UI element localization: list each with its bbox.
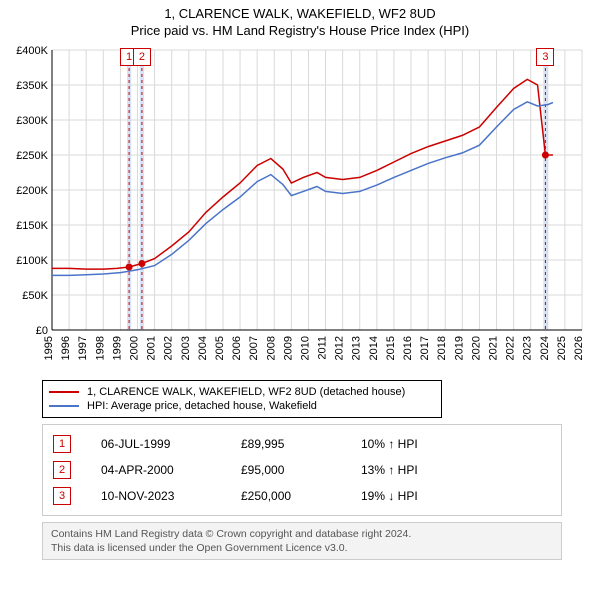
svg-text:£250K: £250K	[16, 150, 48, 162]
transactions-table: 1 06-JUL-1999 £89,995 10% ↑ HPI 2 04-APR…	[42, 424, 562, 516]
transaction-delta: 19% ↓ HPI	[361, 489, 481, 503]
svg-text:£50K: £50K	[22, 290, 48, 302]
svg-text:2019: 2019	[453, 336, 465, 360]
transaction-date: 06-JUL-1999	[101, 437, 241, 451]
svg-text:2004: 2004	[197, 336, 209, 360]
svg-text:2000: 2000	[128, 336, 140, 360]
chart-area: £0 £50K £100K £150K £200K £250K £300K £350K £400…	[10, 42, 590, 372]
footer-line: This data is licensed under the Open Gov…	[51, 541, 553, 555]
svg-text:2009: 2009	[282, 336, 294, 360]
svg-text:2025: 2025	[556, 336, 568, 360]
svg-text:2008: 2008	[265, 336, 277, 360]
svg-text:£200K: £200K	[16, 185, 48, 197]
svg-text:1997: 1997	[77, 336, 89, 360]
transaction-delta: 10% ↑ HPI	[361, 437, 481, 451]
svg-text:2014: 2014	[368, 336, 380, 360]
svg-text:2022: 2022	[505, 336, 517, 360]
svg-text:2024: 2024	[539, 336, 551, 360]
svg-text:1999: 1999	[111, 336, 123, 360]
svg-text:1998: 1998	[94, 336, 106, 360]
transaction-badge: 1	[53, 435, 71, 453]
svg-text:2002: 2002	[163, 336, 175, 360]
svg-text:2010: 2010	[299, 336, 311, 360]
title-block: 1, CLARENCE WALK, WAKEFIELD, WF2 8UD Pri…	[0, 0, 600, 42]
svg-text:2023: 2023	[522, 336, 534, 360]
svg-text:2026: 2026	[573, 336, 585, 360]
svg-text:2012: 2012	[334, 336, 346, 360]
table-row: 1 06-JUL-1999 £89,995 10% ↑ HPI	[53, 431, 551, 457]
legend-item: 1, CLARENCE WALK, WAKEFIELD, WF2 8UD (de…	[49, 385, 435, 399]
footer-note: Contains HM Land Registry data © Crown c…	[42, 522, 562, 560]
legend-item: HPI: Average price, detached house, Wake…	[49, 399, 435, 413]
svg-text:£150K: £150K	[16, 220, 48, 232]
svg-text:2015: 2015	[385, 336, 397, 360]
svg-text:2016: 2016	[402, 336, 414, 360]
chart-svg: £0 £50K £100K £150K £200K £250K £300K £350K £400…	[10, 42, 590, 372]
transaction-badge: 2	[53, 461, 71, 479]
svg-text:2011: 2011	[317, 336, 329, 360]
svg-text:2021: 2021	[488, 336, 500, 360]
legend-swatch-property	[49, 391, 79, 393]
svg-text:£0: £0	[36, 325, 48, 337]
svg-text:2006: 2006	[231, 336, 243, 360]
chart-container: 1, CLARENCE WALK, WAKEFIELD, WF2 8UD Pri…	[0, 0, 600, 560]
svg-text:2020: 2020	[470, 336, 482, 360]
svg-text:2007: 2007	[248, 336, 260, 360]
transaction-date: 04-APR-2000	[101, 463, 241, 477]
legend-label: HPI: Average price, detached house, Wake…	[87, 400, 317, 412]
svg-text:1995: 1995	[43, 336, 55, 360]
legend-label: 1, CLARENCE WALK, WAKEFIELD, WF2 8UD (de…	[87, 386, 405, 398]
chart-title: 1, CLARENCE WALK, WAKEFIELD, WF2 8UD	[10, 6, 590, 21]
table-row: 2 04-APR-2000 £95,000 13% ↑ HPI	[53, 457, 551, 483]
svg-text:£100K: £100K	[16, 255, 48, 267]
svg-text:2003: 2003	[180, 336, 192, 360]
chart-subtitle: Price paid vs. HM Land Registry's House …	[10, 23, 590, 38]
svg-text:£350K: £350K	[16, 80, 48, 92]
callout-badge: 3	[536, 48, 554, 66]
svg-text:2013: 2013	[351, 336, 363, 360]
svg-text:2005: 2005	[214, 336, 226, 360]
svg-text:£300K: £300K	[16, 115, 48, 127]
footer-line: Contains HM Land Registry data © Crown c…	[51, 527, 553, 541]
transaction-delta: 13% ↑ HPI	[361, 463, 481, 477]
legend-box: 1, CLARENCE WALK, WAKEFIELD, WF2 8UD (de…	[42, 380, 442, 418]
transaction-badge: 3	[53, 487, 71, 505]
svg-text:£400K: £400K	[16, 45, 48, 57]
transaction-price: £89,995	[241, 437, 361, 451]
svg-text:2018: 2018	[436, 336, 448, 360]
transaction-date: 10-NOV-2023	[101, 489, 241, 503]
svg-text:1996: 1996	[60, 336, 72, 360]
legend-swatch-hpi	[49, 405, 79, 407]
transaction-price: £250,000	[241, 489, 361, 503]
svg-text:2001: 2001	[146, 336, 158, 360]
transaction-price: £95,000	[241, 463, 361, 477]
table-row: 3 10-NOV-2023 £250,000 19% ↓ HPI	[53, 483, 551, 509]
callout-badge: 2	[133, 48, 151, 66]
svg-text:2017: 2017	[419, 336, 431, 360]
